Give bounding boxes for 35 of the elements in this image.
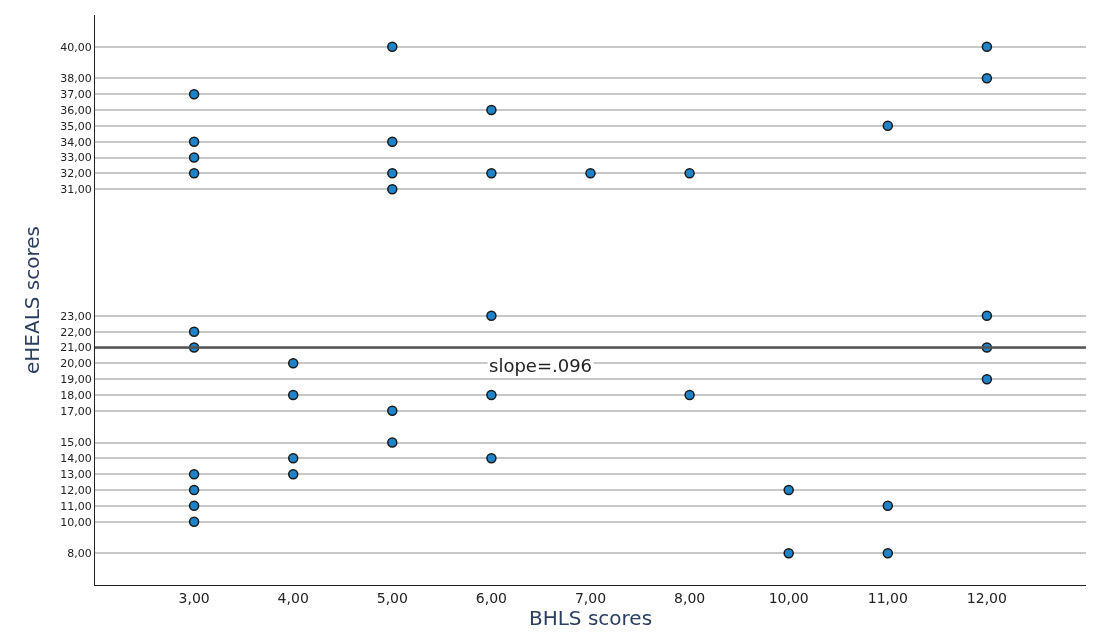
y-tick-label: 34,00 xyxy=(60,135,92,149)
y-tick-label: 36,00 xyxy=(60,103,92,117)
x-tick-label: 6,00 xyxy=(475,589,507,606)
y-tick-label: 22,00 xyxy=(60,325,92,339)
y-tick-label: 35,00 xyxy=(60,119,92,133)
y-tick-label: 18,00 xyxy=(60,388,92,402)
y-tick-label: 38,00 xyxy=(60,72,92,86)
y-tick-label: 31,00 xyxy=(60,183,92,197)
y-tick-label: 13,00 xyxy=(60,468,92,482)
y-tick-label: 21,00 xyxy=(60,341,92,355)
ref-line-label: slope=.096 xyxy=(489,355,593,376)
y-tick-label: 33,00 xyxy=(60,151,92,165)
x-tick-label: 3,00 xyxy=(178,589,210,606)
x-tick-label: 8,00 xyxy=(674,589,706,606)
y-tick-label: 37,00 xyxy=(60,88,92,102)
x-tick-label: 12,00 xyxy=(966,589,1007,606)
x-axis-title: BHLS scores xyxy=(528,605,653,630)
y-tick-label: 11,00 xyxy=(60,499,92,513)
y-tick-label: 32,00 xyxy=(60,167,92,181)
y-tick-label: 40,00 xyxy=(60,40,92,54)
x-tick-label: 11,00 xyxy=(867,589,908,606)
x-tick-label: 10,00 xyxy=(768,589,809,606)
y-tick-label: 12,00 xyxy=(60,483,92,497)
y-tick-label: 23,00 xyxy=(60,309,92,323)
y-tick-label: 20,00 xyxy=(60,357,92,371)
x-tick-label: 4,00 xyxy=(277,589,309,606)
y-tick-label: 15,00 xyxy=(60,436,92,450)
y-axis-title: eHEALS scores xyxy=(19,225,44,375)
x-tick-label: 5,00 xyxy=(376,589,408,606)
y-tick-label: 14,00 xyxy=(60,452,92,466)
y-tick-label: 19,00 xyxy=(60,373,92,387)
y-tick-label: 10,00 xyxy=(60,515,92,529)
x-tick-label: 7,00 xyxy=(574,589,607,606)
y-tick-label: 8,00 xyxy=(67,547,92,561)
y-tick-label: 17,00 xyxy=(60,404,92,418)
